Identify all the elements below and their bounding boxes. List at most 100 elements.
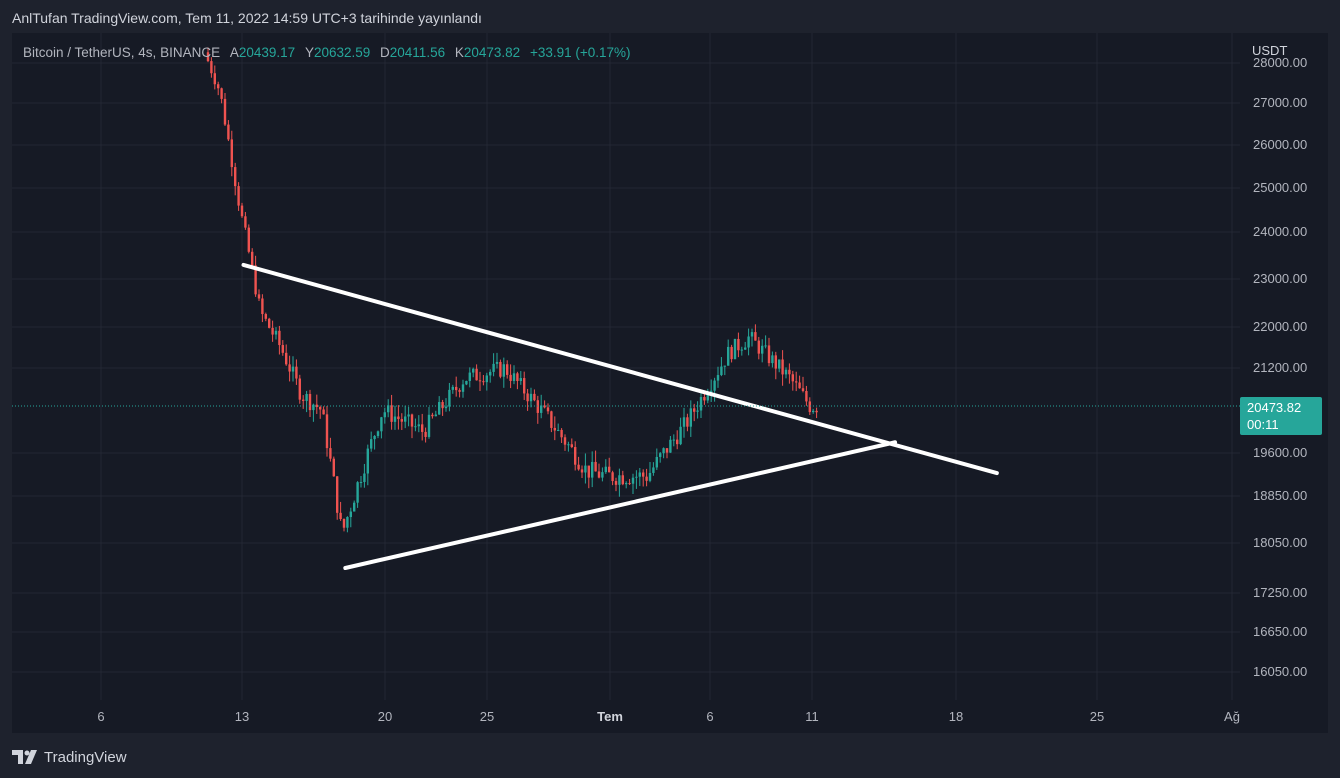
time-tick-label: Ağ <box>1224 709 1240 724</box>
candle-body <box>376 431 380 436</box>
candle-body <box>682 417 686 427</box>
candle-body <box>618 475 621 485</box>
candle-body <box>285 352 288 365</box>
chart-legend: Bitcoin / TetherUS, 4s, BINANCE A20439.1… <box>23 45 631 60</box>
candle-body <box>543 405 546 408</box>
candle-body <box>699 397 703 411</box>
candle-body <box>723 365 726 367</box>
candle-body <box>778 359 781 369</box>
time-tick-label: 11 <box>805 709 819 724</box>
candle-body <box>400 419 403 422</box>
candle-body <box>478 380 482 382</box>
candle-body <box>359 482 363 484</box>
currency-label[interactable]: USDT <box>1252 43 1288 58</box>
candle-body <box>261 298 264 315</box>
candle-body <box>611 472 614 482</box>
candle-body <box>608 466 611 473</box>
candle-body <box>788 369 791 375</box>
price-tick-label: 28000.00 <box>1253 55 1308 70</box>
time-tick-label: 6 <box>706 709 714 724</box>
candle-body <box>733 338 737 360</box>
candle-body <box>577 464 580 470</box>
candle-body <box>264 314 267 319</box>
candle-body <box>387 405 390 413</box>
candle-body <box>672 439 675 441</box>
candle-body <box>370 439 373 449</box>
chart-area[interactable] <box>12 33 1240 733</box>
candle-body <box>485 375 488 383</box>
candle-body <box>747 336 750 348</box>
candle-body <box>438 402 441 415</box>
legend-change: +33.91 (+0.17%) <box>529 45 631 60</box>
candle-body <box>489 371 492 376</box>
candle-body <box>312 404 315 411</box>
candle-body <box>563 437 567 445</box>
candle-body <box>713 380 716 391</box>
candle-body <box>529 393 533 402</box>
candle-body <box>601 472 604 478</box>
legend-high: 20632.59 <box>313 45 371 60</box>
tradingview-footer[interactable]: TradingView <box>12 746 127 768</box>
price-axis[interactable] <box>1240 33 1328 733</box>
candle-body <box>642 472 645 477</box>
candle-body <box>240 205 244 217</box>
legend-low-label: D <box>380 45 390 60</box>
candle-body <box>659 453 662 457</box>
candle-body <box>431 414 434 417</box>
candle-body <box>750 332 754 337</box>
candle-body <box>257 294 261 299</box>
price-tick-label: 19600.00 <box>1253 445 1308 460</box>
candle-body <box>570 444 573 448</box>
candle-body <box>536 400 539 413</box>
candle-body <box>288 364 291 372</box>
candle-body <box>363 473 366 483</box>
candle-body <box>703 397 706 401</box>
candle-body <box>206 52 210 62</box>
candle-body <box>546 407 550 412</box>
candle-body <box>281 345 284 353</box>
candle-body <box>495 361 499 364</box>
candle-body <box>308 393 312 411</box>
candle-body <box>298 378 301 400</box>
legend-high-label: Y <box>304 45 314 60</box>
candle-body <box>686 417 689 427</box>
candle-body <box>349 511 352 518</box>
candle-body <box>414 426 417 428</box>
candle-body <box>764 345 767 347</box>
candle-body <box>223 98 227 125</box>
candle-body <box>553 427 556 431</box>
candle-body <box>227 124 230 140</box>
candle-body <box>291 366 295 372</box>
candle-body <box>499 361 502 377</box>
candle-body <box>492 363 495 372</box>
candle-body <box>798 382 801 389</box>
candle-body <box>247 227 250 252</box>
candle-body <box>580 469 584 473</box>
candle-body <box>662 448 665 454</box>
candle-body <box>424 431 427 437</box>
candle-body <box>638 472 641 477</box>
candle-body <box>465 380 468 385</box>
candle-body <box>781 359 784 375</box>
last-price-tag: 20473.82 00:11 <box>1240 397 1322 435</box>
candle-body <box>614 481 618 485</box>
candle-body <box>519 378 522 382</box>
candle-body <box>339 512 342 520</box>
candle-body <box>390 405 393 422</box>
candle-body <box>509 374 512 381</box>
candle-body <box>550 411 553 428</box>
candle-body <box>451 386 454 390</box>
candle-body <box>815 410 818 413</box>
candle-body <box>461 384 465 392</box>
candle-body <box>757 340 760 354</box>
candle-body <box>597 471 601 478</box>
candle-body <box>676 439 679 445</box>
time-tick-label: 13 <box>234 709 250 724</box>
candle-body <box>512 373 516 381</box>
candle-body <box>356 482 359 503</box>
candle-body <box>801 388 805 391</box>
candle-body <box>346 517 349 528</box>
price-tick-label: 16650.00 <box>1253 624 1308 639</box>
candle-body <box>210 61 213 74</box>
legend-close-label: K <box>454 45 464 60</box>
